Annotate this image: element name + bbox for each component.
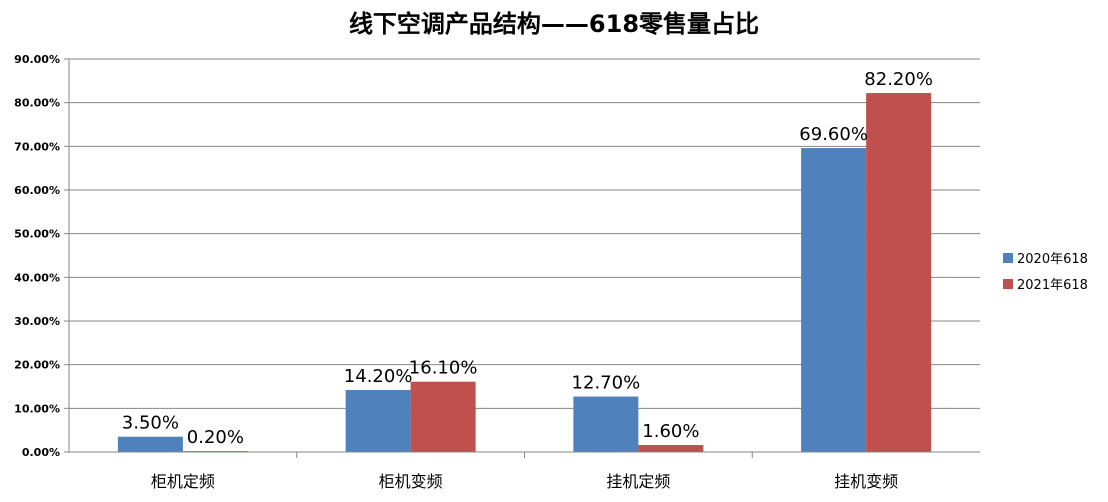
y-tick-label: 70.00% (14, 140, 60, 153)
bars (117, 93, 932, 452)
y-tick-label: 0.00% (22, 446, 60, 459)
x-tick-label: 柜机变频 (379, 472, 443, 491)
data-label: 1.60% (642, 421, 699, 442)
legend-label: 2020年618 (1017, 252, 1088, 267)
y-tick-label: 60.00% (14, 184, 60, 197)
bar (410, 381, 476, 452)
y-tick-label: 90.00% (14, 53, 60, 66)
bar (801, 148, 867, 452)
y-tick-label: 30.00% (14, 315, 60, 328)
bar (117, 436, 183, 452)
chart-title: 线下空调产品结构——618零售量占比 (349, 10, 759, 38)
y-tick-label: 40.00% (14, 271, 60, 284)
data-label: 69.60% (799, 124, 868, 145)
data-label: 14.20% (344, 366, 413, 387)
data-label: 82.20% (864, 69, 933, 90)
y-tick-label: 20.00% (14, 359, 60, 372)
y-tick-label: 10.00% (14, 402, 60, 415)
y-axis: 0.00% 10.00% 20.00% 30.00% 40.00% 50.00% 60.00… (14, 53, 70, 459)
data-label: 0.20% (187, 427, 244, 448)
data-labels: 3.50% 0.20% 14.20%16.10% 12.70% 1.60% 69.60% 8… (122, 69, 933, 448)
legend: 2020年618 2021年618 (1003, 252, 1088, 293)
legend-label: 2021年618 (1017, 278, 1088, 293)
legend-swatch (1003, 253, 1013, 263)
data-label: 3.50% (122, 413, 179, 434)
y-tick-label: 50.00% (14, 228, 60, 241)
x-axis: 柜机定频 柜机变频 挂机定频 挂机变频 (69, 451, 980, 491)
bar (345, 389, 411, 452)
data-label: 16.10% (409, 358, 478, 379)
bar (573, 396, 639, 452)
x-tick-label: 柜机定频 (151, 472, 215, 491)
gridlines (69, 58, 980, 453)
y-tick-label: 80.00% (14, 97, 60, 110)
data-label: 12.70% (572, 373, 641, 394)
bar (638, 445, 704, 452)
legend-swatch (1003, 279, 1013, 289)
x-tick-label: 挂机变频 (834, 472, 898, 491)
bar (866, 93, 932, 452)
x-tick-label: 挂机定频 (606, 472, 670, 491)
